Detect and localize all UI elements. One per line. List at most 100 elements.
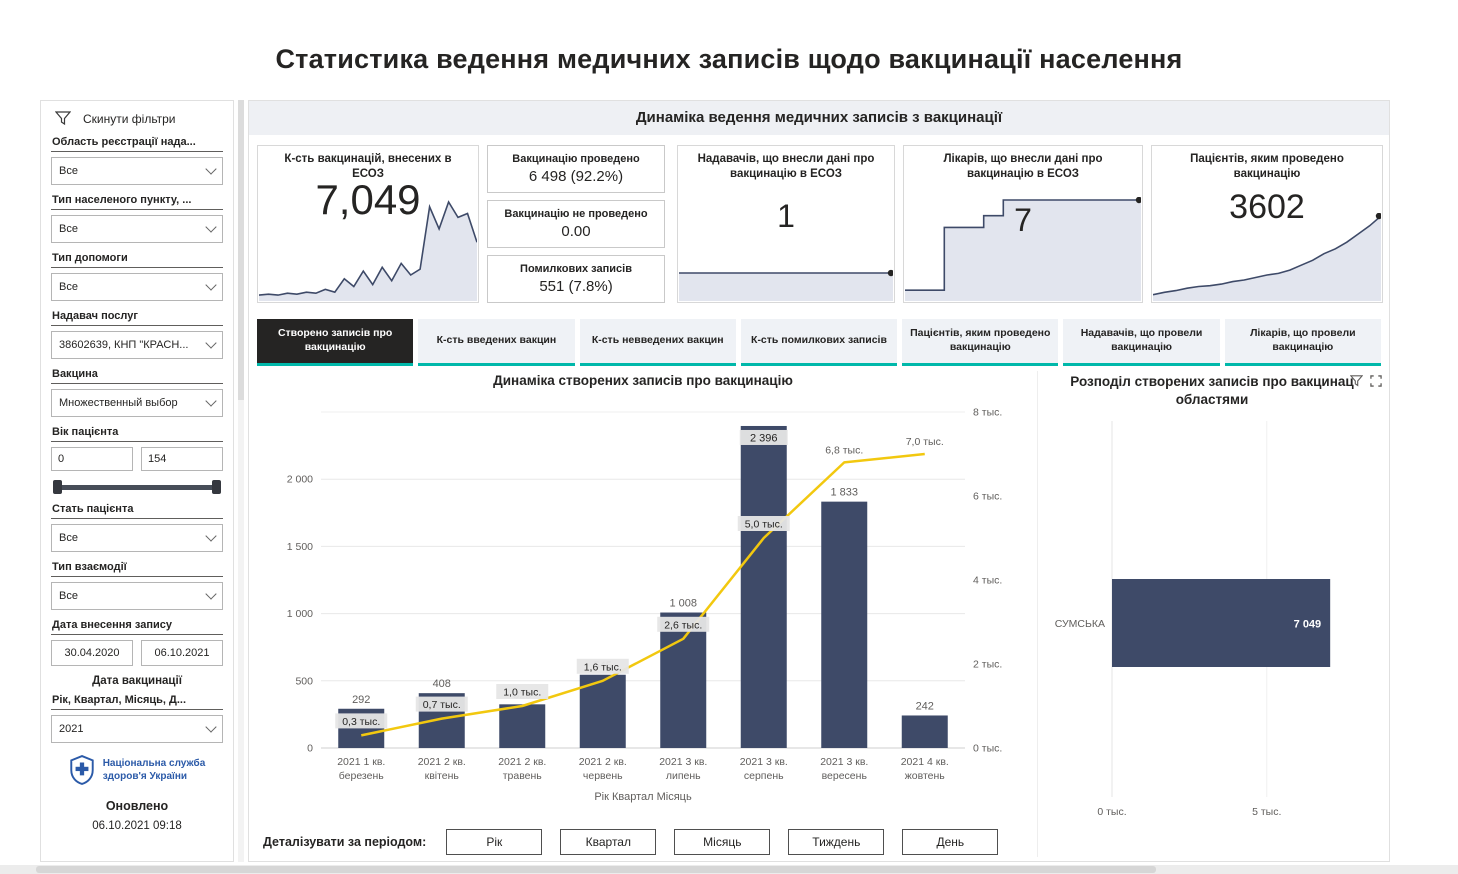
- page-title: Статистика ведення медичних записів щодо…: [275, 44, 1183, 75]
- age-range-slider[interactable]: [53, 480, 221, 494]
- region-chart-svg: 0 тыс. 5 тыс. СУМСЬКА 7 049: [1055, 421, 1331, 818]
- svg-text:2021 3 кв.: 2021 3 кв.: [820, 756, 868, 768]
- chevron-down-icon: [205, 337, 217, 349]
- column-bar-2[interactable]: [499, 704, 546, 748]
- svg-text:вересень: вересень: [822, 770, 868, 782]
- filter-label: Стать пацієнта: [51, 503, 223, 519]
- filter-dropdown-0[interactable]: Все: [51, 157, 223, 185]
- metric-tabs: Створено записів про вакцинацію К-сть вве…: [257, 319, 1381, 366]
- filter-item-2: Тип допомоги Все: [51, 252, 223, 301]
- filter-label: Рік, Квартал, Місяць, Д...: [51, 694, 223, 710]
- svg-text:0: 0: [307, 743, 313, 755]
- kpi-value: 3602: [1229, 188, 1305, 226]
- svg-text:2021 4 кв.: 2021 4 кв.: [901, 756, 949, 768]
- svg-text:СУМСЬКА: СУМСЬКА: [1055, 618, 1105, 630]
- column-bar-3[interactable]: [579, 674, 626, 748]
- filter-item-6: Стать пацієнта Все: [51, 503, 223, 552]
- tab-4[interactable]: Пацієнтів, яким проведено вакцинацію: [902, 319, 1059, 366]
- svg-text:Рік Квартал Місяць: Рік Квартал Місяць: [594, 791, 692, 803]
- filter-item-4: Вакцина Множественный выбор: [51, 368, 223, 417]
- region-chart-title: Розподіл створених записів про вакцинац …: [1038, 371, 1386, 409]
- age-max-input[interactable]: 154: [141, 447, 223, 471]
- main-header-title: Динаміка ведення медичних записів з вакц…: [249, 101, 1389, 135]
- kpi-card-status-group: Вакцинацію проведено 6 498 (92.2%) Вакци…: [487, 145, 665, 303]
- filter-label: Вік пацієнта: [51, 426, 223, 442]
- kpi-card-patients: Пацієнтів, яким проведено вакцинацію 360…: [1151, 145, 1383, 303]
- filter-dropdown-10[interactable]: 2021: [51, 715, 223, 743]
- vaccinations-sparkline: [258, 199, 478, 301]
- slider-handle-left[interactable]: [53, 480, 62, 494]
- svg-text:1 000: 1 000: [287, 608, 313, 620]
- filter-funnel-icon: [55, 111, 71, 126]
- date-to-input[interactable]: 06.10.2021: [141, 640, 223, 666]
- svg-text:5 тыс.: 5 тыс.: [1252, 806, 1281, 818]
- dropdown-value: Все: [59, 281, 78, 293]
- filter-dropdown-6[interactable]: Все: [51, 524, 223, 552]
- filter-label: Тип населеного пункту, ...: [51, 194, 223, 210]
- reset-filters-label: Скинути фільтри: [83, 111, 176, 126]
- filter-heading: Дата вакцинації: [92, 675, 182, 687]
- column-bar-7[interactable]: [901, 715, 948, 748]
- kpi-vaccination-not-done: Вакцинацію не проведено 0.00: [487, 200, 665, 248]
- dropdown-value: Все: [59, 165, 78, 177]
- tab-6[interactable]: Лікарів, що провели вакцинацію: [1224, 319, 1381, 366]
- chevron-down-icon: [205, 588, 217, 600]
- filter-item-8: Дата внесення запису 30.04.2020 06.10.2021: [51, 619, 223, 666]
- tab-2[interactable]: К-сть невведених вакцин: [579, 319, 736, 366]
- dropdown-value: Все: [59, 532, 78, 544]
- filter-dropdown-3[interactable]: 38602639, КНП "КРАСН...: [51, 331, 223, 359]
- kpi-card-providers: Надавачів, що внесли дані про вакцинацію…: [677, 145, 895, 303]
- filter-item-10: Рік, Квартал, Місяць, Д... 2021: [51, 694, 223, 743]
- region-bar-sumska[interactable]: [1112, 579, 1331, 668]
- tab-0[interactable]: Створено записів про вакцинацію: [257, 319, 414, 366]
- svg-text:500: 500: [295, 675, 313, 687]
- drill-button-місяць[interactable]: Місяць: [674, 829, 771, 855]
- svg-text:2 000: 2 000: [287, 474, 313, 486]
- kpi-title: Пацієнтів, яким проведено вакцинацію: [1190, 153, 1344, 180]
- tab-1[interactable]: К-сть введених вакцин: [418, 319, 575, 366]
- svg-text:0,3 тыс.: 0,3 тыс.: [342, 716, 380, 728]
- filter-dropdown-1[interactable]: Все: [51, 215, 223, 243]
- tab-5[interactable]: Надавачів, що провели вакцинацію: [1063, 319, 1220, 366]
- drill-button-рік[interactable]: Рік: [446, 829, 543, 855]
- column-bar-4[interactable]: [660, 612, 707, 748]
- combo-chart-title: Динаміка створених записів про вакцинаці…: [493, 373, 793, 388]
- filter-icon[interactable]: [1350, 375, 1363, 387]
- filter-dropdown-4[interactable]: Множественный выбор: [51, 389, 223, 417]
- chevron-down-icon: [205, 530, 217, 542]
- drill-button-квартал[interactable]: Квартал: [560, 829, 657, 855]
- age-min-input[interactable]: 0: [51, 447, 133, 471]
- kpi-title: К-сть вакцинацій, внесених в ЕСОЗ: [284, 153, 452, 180]
- reset-filters-button[interactable]: Скинути фільтри: [51, 109, 223, 136]
- svg-text:1 500: 1 500: [287, 541, 313, 553]
- date-from-input[interactable]: 30.04.2020: [51, 640, 133, 666]
- svg-text:2 тыс.: 2 тыс.: [973, 659, 1002, 671]
- horizontal-scrollbar-thumb[interactable]: [36, 866, 1156, 873]
- svg-text:408: 408: [433, 678, 451, 690]
- kpi-title: Лікарів, що внесли дані про вакцинацію в…: [943, 153, 1103, 180]
- filter-dropdown-2[interactable]: Все: [51, 273, 223, 301]
- dropdown-value: Множественный выбор: [59, 397, 178, 409]
- focus-mode-icon[interactable]: [1370, 375, 1382, 387]
- svg-text:2021 3 кв.: 2021 3 кв.: [659, 756, 707, 768]
- column-bar-6[interactable]: [821, 501, 868, 748]
- slider-handle-right[interactable]: [212, 480, 221, 494]
- updated-label: Оновлено: [105, 799, 169, 813]
- svg-text:2021 2 кв.: 2021 2 кв.: [418, 756, 466, 768]
- dropdown-value: 2021: [59, 723, 84, 735]
- horizontal-scrollbar[interactable]: [0, 865, 1458, 874]
- nszu-shield-icon: [70, 755, 94, 785]
- kpi-value: 7,049: [315, 176, 421, 223]
- svg-text:5,0 тыс.: 5,0 тыс.: [745, 519, 783, 531]
- drill-button-день[interactable]: День: [902, 829, 999, 855]
- filter-label: Тип взаємодії: [51, 561, 223, 577]
- column-bar-5[interactable]: [740, 425, 787, 748]
- filter-dropdown-7[interactable]: Все: [51, 582, 223, 610]
- svg-text:1 008: 1 008: [669, 598, 697, 610]
- kpi-card-vaccinations-total: К-сть вакцинацій, внесених в ЕСОЗ 7,049: [257, 145, 479, 303]
- tab-3[interactable]: К-сть помилкових записів: [740, 319, 898, 366]
- sidebar-scrollbar[interactable]: [238, 100, 244, 862]
- chevron-down-icon: [205, 221, 217, 233]
- drill-button-тиждень[interactable]: Тиждень: [788, 829, 885, 855]
